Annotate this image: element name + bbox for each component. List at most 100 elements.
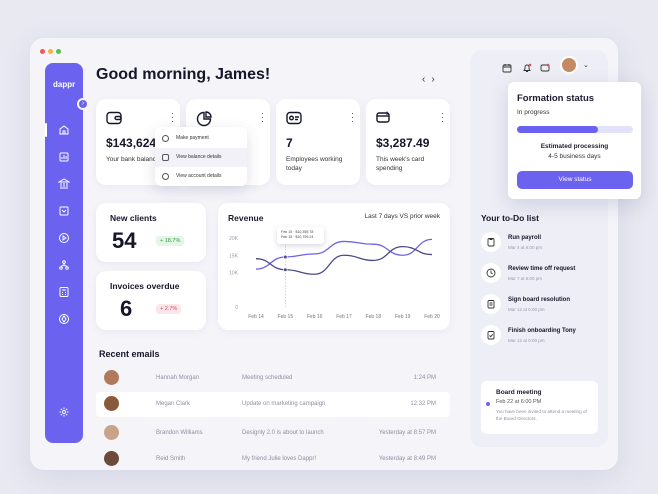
- kebab-menu-icon[interactable]: · · ·: [351, 108, 354, 126]
- collapse-sidebar-button[interactable]: ›: [77, 98, 89, 110]
- menu-item-view-account[interactable]: View account details: [155, 167, 247, 186]
- email-subject: My friend Julie loves Dappr!: [242, 456, 317, 462]
- eye-icon: [162, 173, 169, 180]
- todo-item-date: Mar 4 at 6:00 pm: [508, 245, 543, 250]
- sidebar: dappr: [45, 63, 83, 443]
- x-tick-label: Feb 15: [278, 314, 294, 320]
- bell-icon[interactable]: [522, 60, 532, 72]
- chart-title: Revenue: [228, 213, 264, 223]
- close-dot[interactable]: [40, 49, 45, 54]
- estimate-title: Estimated processing: [540, 143, 609, 150]
- inbox-icon[interactable]: [58, 204, 70, 216]
- email-sender: Hannah Morgan: [156, 375, 200, 381]
- tooltip-row: Feb 15 · $10,359.78: [281, 230, 314, 234]
- todo-item[interactable]: Finish onboarding Tony Mar 12 at 6:00 pm: [481, 325, 601, 349]
- meeting-title: Board meeting: [496, 389, 542, 396]
- kebab-menu-icon[interactable]: · · ·: [441, 108, 444, 126]
- calendar-icon[interactable]: [502, 60, 512, 73]
- meeting-text: You have been invited to attend a meetin…: [496, 409, 587, 421]
- meeting-card[interactable]: Board meeting Feb 22 at 6:00 PM You have…: [481, 381, 598, 434]
- data-point[interactable]: [283, 267, 288, 272]
- rocket-icon[interactable]: [58, 312, 70, 324]
- invoices-value: 6: [120, 296, 133, 321]
- revenue-card: Revenue Last 7 days VS prior week 0 10K 15…: [218, 203, 450, 330]
- next-arrow-icon[interactable]: ›: [431, 74, 441, 85]
- email-subject: Update on marketing campaign: [242, 401, 326, 407]
- home-icon[interactable]: [58, 123, 70, 135]
- todo-item-title: Run payroll: [508, 235, 542, 241]
- email-time: Yesterday at 8:49 PM: [378, 456, 436, 462]
- id-card-icon: [286, 111, 302, 125]
- window-controls: [40, 49, 61, 54]
- play-icon[interactable]: [58, 231, 70, 243]
- revenue-chart: 0 10K 15K 20K Feb 14 Feb 15 Feb 16 Feb 17 Feb 18…: [229, 236, 440, 320]
- email-row[interactable]: Megan Clark Update on marketing campaign…: [96, 392, 450, 417]
- progress-track: [517, 126, 633, 133]
- settings-icon[interactable]: [58, 405, 70, 417]
- email-row[interactable]: Reid Smith My friend Julie loves Dappr! …: [96, 447, 450, 472]
- new-clients-value: 54: [112, 228, 137, 253]
- email-subject: Designly 2.0 is about to launch: [242, 430, 324, 436]
- prev-arrow-icon[interactable]: ‹: [422, 74, 432, 85]
- chart-icon[interactable]: [58, 150, 70, 162]
- avatar: [104, 451, 119, 466]
- lock-icon: [162, 154, 169, 161]
- invoices-overdue-card[interactable]: Invoices overdue 6 + 2.7%: [96, 271, 206, 330]
- bank-icon[interactable]: [57, 177, 71, 189]
- todo-item[interactable]: Sign board resolution Mar 12 at 6:00 pm: [481, 294, 601, 318]
- avatar: [104, 370, 119, 385]
- menu-item-view-balance[interactable]: View balance details: [155, 148, 247, 167]
- email-row[interactable]: Hannah Morgan Meeting scheduled 1:24 PM: [96, 366, 450, 391]
- clock-icon: [481, 263, 501, 283]
- data-point[interactable]: [283, 254, 288, 260]
- wallet-icon: [106, 111, 122, 125]
- pager: ‹›: [422, 74, 441, 85]
- todo-item-date: Mar 12 at 6:00 pm: [508, 338, 545, 343]
- todo-item-title: Finish onboarding Tony: [508, 328, 576, 334]
- stat-label: Your bank balance: [106, 156, 160, 163]
- stat-card-card-spending[interactable]: · · · $3,287.49 This week's card spending: [366, 99, 450, 185]
- todo-item[interactable]: Review time off request Mar 7 at 6:00 pm: [481, 263, 601, 287]
- formation-status-card: Formation status In progress Estimated p…: [508, 82, 641, 199]
- series-line-2: [255, 245, 433, 275]
- minimize-dot[interactable]: [48, 49, 53, 54]
- maximize-dot[interactable]: [56, 49, 61, 54]
- todo-item[interactable]: Run payroll Mar 4 at 6:00 pm: [481, 232, 601, 256]
- stat-value: 7: [286, 136, 293, 150]
- new-clients-card[interactable]: New clients 54 + 18.7%: [96, 203, 206, 262]
- email-row[interactable]: Brandon Williams Designly 2.0 is about t…: [96, 421, 450, 446]
- message-icon[interactable]: [540, 60, 550, 72]
- checklist-icon: [481, 325, 501, 345]
- x-tick-label: Feb 19: [395, 314, 411, 320]
- stat-card-employees[interactable]: · · · 7 Employees working today: [276, 99, 360, 185]
- todo-title: Your to-Do list: [481, 213, 539, 223]
- recent-emails-title: Recent emails: [99, 349, 160, 359]
- todo-item-date: Mar 7 at 6:00 pm: [508, 276, 543, 281]
- email-time: Yesterday at 8:57 PM: [378, 430, 436, 436]
- y-tick-label: 0: [235, 305, 238, 311]
- y-tick-label: 10K: [229, 271, 239, 277]
- todo-item-date: Mar 12 at 6:00 pm: [508, 307, 545, 312]
- calculator-icon[interactable]: [58, 285, 70, 297]
- chevron-down-icon[interactable]: ⌄: [583, 62, 589, 69]
- formation-state: In progress: [517, 109, 550, 116]
- stat-value: $3,287.49: [376, 136, 430, 150]
- network-icon[interactable]: [58, 258, 70, 270]
- plus-circle-icon: [162, 135, 169, 142]
- card-options-menu: Make payment View balance details View a…: [155, 127, 247, 186]
- email-sender: Reid Smith: [156, 456, 186, 462]
- email-time: 1:24 PM: [413, 375, 436, 381]
- progress-fill: [517, 126, 599, 133]
- clipboard-icon: [481, 232, 501, 252]
- view-status-button[interactable]: View status: [517, 171, 633, 189]
- formation-title: Formation status: [517, 93, 595, 104]
- document-icon: [481, 294, 501, 314]
- kebab-menu-icon[interactable]: · · ·: [171, 108, 174, 126]
- avatar[interactable]: [560, 56, 578, 74]
- kebab-menu-icon[interactable]: · · ·: [261, 108, 264, 126]
- email-subject: Meeting scheduled: [242, 375, 293, 381]
- x-tick-label: Feb 20: [424, 314, 440, 320]
- page-title: Good morning, James!: [96, 66, 271, 83]
- chart-period-selector[interactable]: Last 7 days VS prior week: [364, 213, 440, 220]
- menu-item-make-payment[interactable]: Make payment: [155, 129, 247, 148]
